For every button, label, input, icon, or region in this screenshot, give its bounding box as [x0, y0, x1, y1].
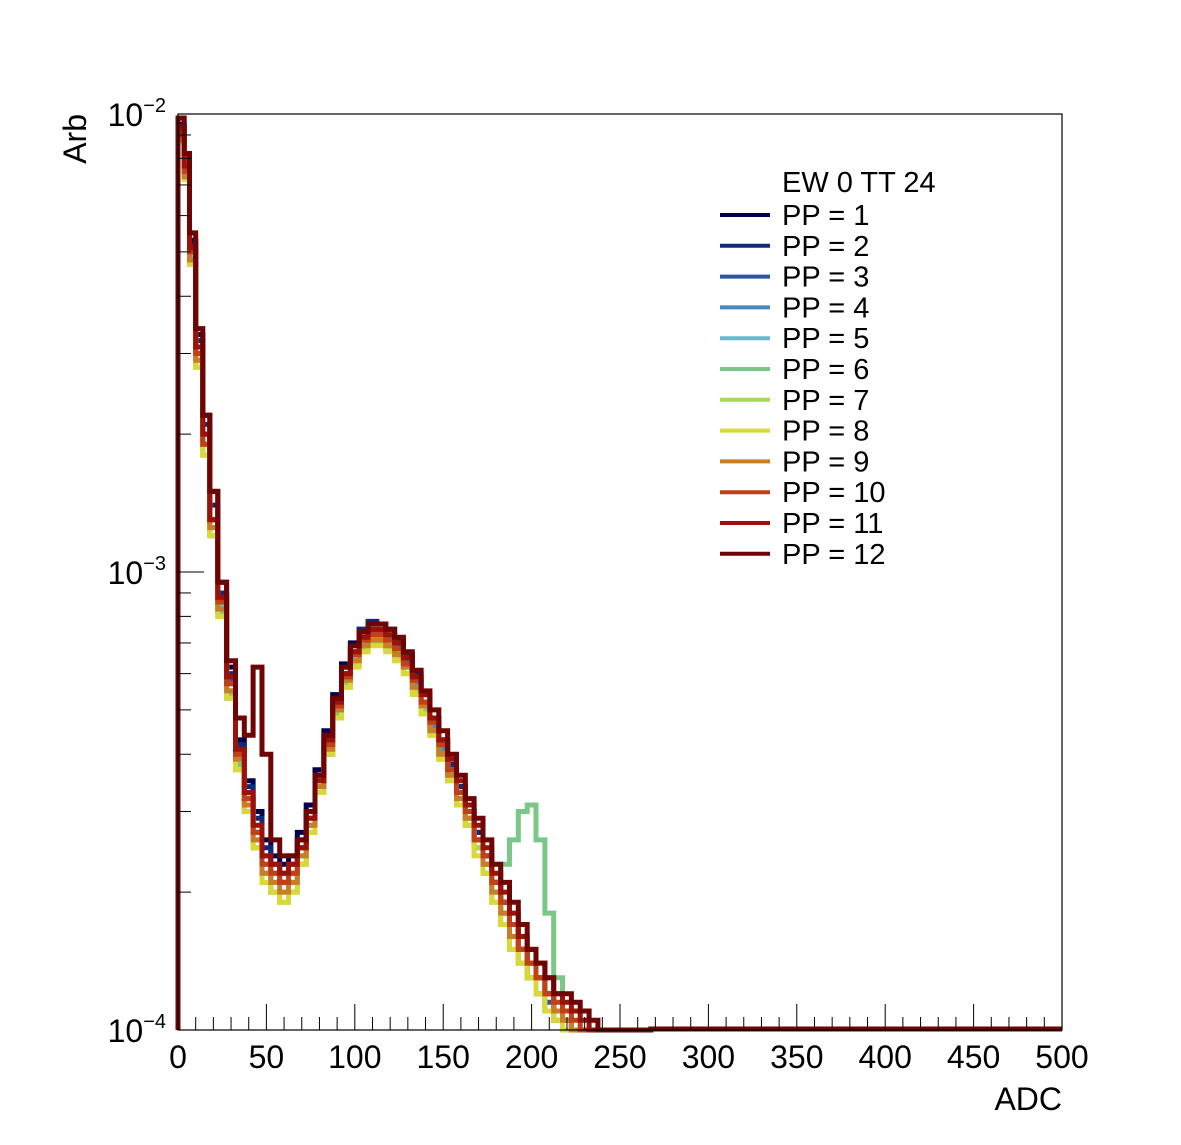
- x-tick-label: 300: [682, 1039, 735, 1075]
- legend-header: EW 0 TT 24: [782, 167, 936, 199]
- x-tick-label: 350: [770, 1039, 823, 1075]
- x-tick-label: 150: [417, 1039, 470, 1075]
- y-tick-label: 10−4: [108, 1011, 166, 1049]
- legend-label-pp-4: PP = 4: [782, 292, 869, 324]
- series-line-pp-12: [175, 115, 1062, 1033]
- x-tick-label: 200: [505, 1039, 558, 1075]
- x-tick-label: 500: [1035, 1039, 1088, 1075]
- x-axis-label: ADC: [994, 1081, 1062, 1117]
- legend-label-pp-2: PP = 2: [782, 231, 869, 263]
- legend-label-pp-1: PP = 1: [782, 200, 869, 232]
- legend-label-pp-9: PP = 9: [782, 446, 869, 478]
- x-tick-label: 50: [249, 1039, 285, 1075]
- x-tick-label: 0: [169, 1039, 187, 1075]
- legend-label-pp-12: PP = 12: [782, 539, 885, 571]
- legend-label-pp-6: PP = 6: [782, 354, 869, 386]
- tick-labels-layer: 0 50 100 150 200 250 300 350 400 450 500 10−4 10−3 10…: [108, 95, 1089, 1075]
- y-tick-label: 10−2: [108, 95, 166, 133]
- legend: EW 0 TT 24 PP = 1PP = 2PP = 3PP = 4PP = …: [720, 167, 936, 571]
- legend-label-pp-7: PP = 7: [782, 385, 869, 417]
- series-layer: [175, 115, 1062, 1033]
- x-tick-label: 100: [328, 1039, 381, 1075]
- y-axis-label: Arb: [57, 114, 93, 164]
- x-tick-label: 450: [947, 1039, 1000, 1075]
- legend-label-pp-8: PP = 8: [782, 416, 869, 448]
- x-tick-label: 400: [859, 1039, 912, 1075]
- series-line-pp-10: [175, 132, 1062, 1033]
- ticks-layer: [177, 134, 1063, 1031]
- legend-label-pp-5: PP = 5: [782, 323, 869, 355]
- legend-label-pp-10: PP = 10: [782, 477, 885, 509]
- y-tick-label: 10−3: [108, 553, 166, 591]
- legend-label-pp-11: PP = 11: [782, 508, 883, 540]
- x-tick-label: 250: [593, 1039, 646, 1075]
- legend-label-pp-3: PP = 3: [782, 262, 869, 294]
